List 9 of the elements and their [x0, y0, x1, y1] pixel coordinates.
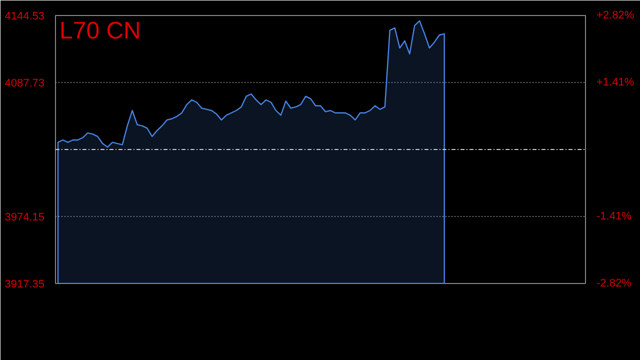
y-tick-label: 3917.35: [4, 278, 45, 290]
y2-tick-label: +1.41%: [596, 76, 634, 88]
y2-tick-label: -2.82%: [596, 278, 632, 290]
y-tick-label: 3974.15: [4, 211, 45, 224]
y2-tick-label: +2.82%: [596, 10, 634, 22]
y-tick-label: 4087.73: [4, 78, 45, 90]
chart-title: L70 CN: [60, 18, 141, 44]
y2-tick-label: -1.41%: [596, 210, 632, 222]
y-tick-label: 4144.53: [4, 10, 45, 22]
